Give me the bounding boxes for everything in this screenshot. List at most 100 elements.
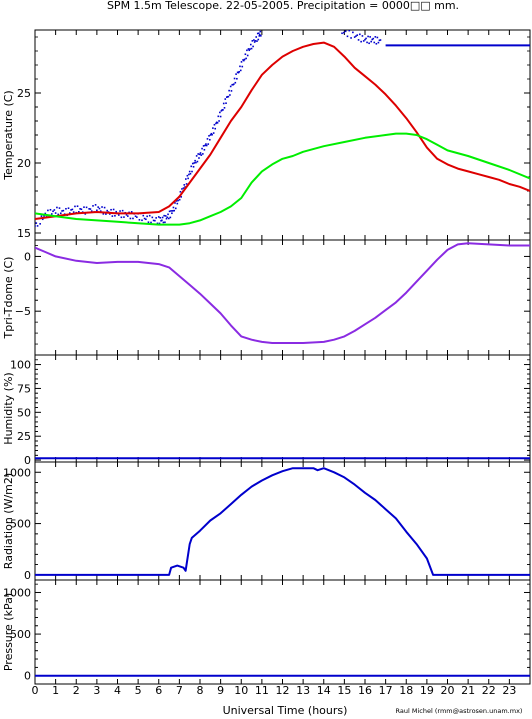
x-tick-label: 7 — [176, 684, 183, 697]
data-point — [56, 206, 58, 209]
data-point — [67, 207, 70, 210]
y-tick-label: 0 — [24, 454, 31, 467]
data-point — [216, 122, 219, 124]
data-point — [198, 157, 200, 159]
data-point — [259, 30, 262, 33]
data-point — [184, 186, 186, 188]
data-point — [189, 172, 192, 175]
data-point — [117, 214, 120, 216]
data-point — [192, 166, 195, 168]
data-point — [65, 207, 67, 210]
x-tick-label: 20 — [441, 684, 455, 697]
x-tick-label: 21 — [461, 684, 475, 697]
data-point — [240, 61, 243, 63]
data-point — [150, 221, 152, 224]
data-point — [183, 184, 186, 186]
data-point — [249, 43, 252, 46]
y-tick-label: 1000 — [3, 586, 31, 599]
data-point — [232, 83, 235, 86]
data-point — [98, 207, 101, 210]
x-axis-label: Universal Time (hours) — [223, 704, 348, 717]
data-point — [49, 208, 52, 211]
data-point — [214, 127, 217, 130]
data-point — [212, 127, 214, 129]
data-point — [227, 95, 230, 98]
data-point — [367, 35, 369, 38]
data-point — [352, 31, 354, 34]
data-point — [106, 209, 108, 212]
data-point — [239, 69, 242, 72]
data-point — [378, 39, 381, 42]
data-point — [369, 36, 371, 38]
series-blue-line — [35, 467, 530, 576]
y-tick-label: 20 — [17, 157, 31, 170]
data-point — [79, 208, 81, 210]
data-point — [215, 122, 217, 125]
panel-frame — [34, 354, 531, 463]
data-point — [246, 49, 248, 52]
data-point — [204, 144, 206, 147]
x-tick-label: 4 — [114, 684, 121, 697]
y-tick-label: 500 — [10, 628, 31, 641]
data-point — [89, 208, 92, 210]
data-point — [372, 37, 375, 40]
data-point — [50, 213, 53, 215]
data-point — [121, 209, 124, 212]
data-point — [220, 109, 223, 112]
y-tick-label: 1000 — [3, 466, 31, 479]
data-point — [102, 213, 105, 215]
data-point — [205, 143, 207, 145]
data-point — [235, 73, 237, 75]
data-point — [120, 216, 123, 219]
series-purple-line — [35, 242, 530, 344]
data-point — [142, 214, 145, 217]
data-point — [168, 210, 171, 213]
data-point — [210, 132, 213, 135]
data-point — [134, 215, 137, 218]
data-point — [187, 177, 189, 180]
data-point — [74, 205, 76, 208]
data-point — [85, 206, 88, 209]
data-point — [97, 206, 99, 208]
data-point — [57, 213, 60, 216]
data-point — [180, 196, 182, 198]
data-point — [62, 209, 65, 212]
data-point — [132, 217, 134, 220]
data-point — [239, 65, 241, 68]
data-point — [59, 212, 62, 215]
data-point — [229, 85, 232, 88]
x-tick-label: 0 — [32, 684, 39, 697]
data-point — [111, 215, 114, 217]
data-point — [185, 178, 187, 180]
data-point — [357, 39, 360, 41]
x-tick-label: 6 — [155, 684, 162, 697]
data-point — [361, 35, 364, 37]
data-point — [176, 202, 179, 205]
data-point — [148, 214, 151, 217]
data-point — [375, 43, 378, 45]
x-tick-label: 3 — [93, 684, 100, 697]
x-tick-label: 17 — [379, 684, 393, 697]
data-point — [53, 209, 56, 211]
data-point — [76, 205, 79, 208]
data-point — [341, 32, 343, 35]
data-point — [88, 208, 90, 210]
data-point — [191, 170, 193, 173]
data-point — [222, 109, 224, 111]
data-point — [224, 98, 227, 100]
data-point — [177, 199, 179, 202]
data-point — [203, 148, 206, 151]
data-point — [223, 107, 226, 109]
data-point — [170, 210, 172, 212]
data-point — [141, 219, 143, 222]
data-point — [255, 36, 258, 38]
data-point — [115, 210, 118, 213]
data-point — [209, 134, 212, 136]
data-point — [377, 41, 380, 44]
data-point — [207, 143, 210, 145]
x-tick-label: 18 — [399, 684, 413, 697]
data-point — [219, 111, 221, 114]
data-point — [127, 215, 129, 217]
